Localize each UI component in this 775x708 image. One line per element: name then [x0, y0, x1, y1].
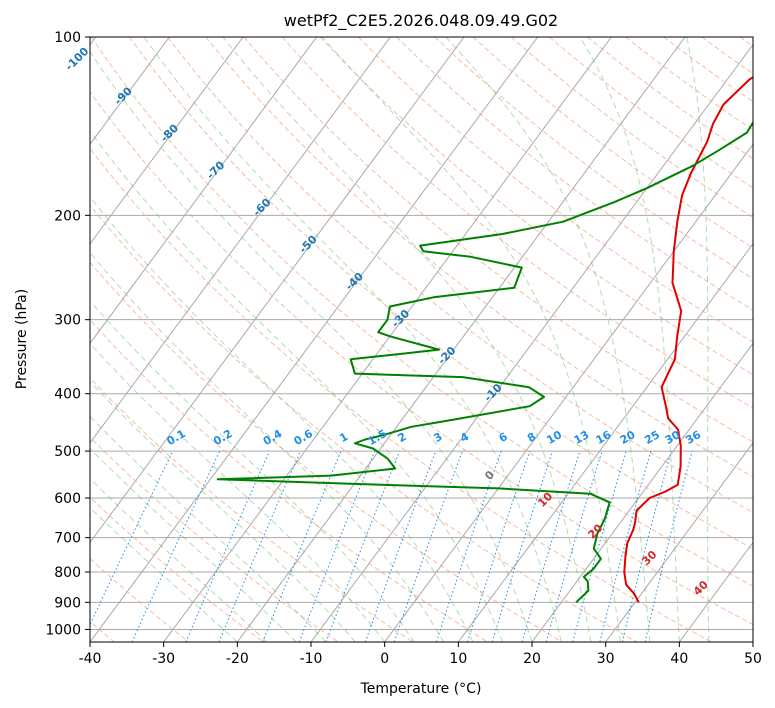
background-lines	[90, 37, 753, 642]
moist-adiabat-line	[321, 37, 621, 642]
dry-adiabat-line	[90, 147, 712, 642]
dry-adiabat-line	[319, 37, 753, 376]
mixing-ratio-line	[644, 450, 693, 642]
y-tick-label: 500	[54, 444, 81, 460]
moist-adiabat-line	[90, 380, 356, 642]
x-tick-label: -30	[152, 651, 175, 667]
dry-adiabat-line	[129, 37, 753, 550]
mixing-ratio-line	[393, 450, 463, 642]
mixing-ratio-line	[572, 450, 627, 642]
isotherm-line	[236, 37, 686, 642]
mixing-ratio-line	[545, 450, 603, 642]
moist-adiabat-line	[90, 50, 533, 642]
isotherm-line	[531, 342, 753, 642]
mixing-ratio-line	[298, 450, 376, 642]
chart-title: wetPf2_C2E5.2026.048.09.49.G02	[284, 11, 558, 31]
isotherm-line	[90, 37, 465, 544]
isotherm-line	[90, 37, 539, 642]
profile-lines	[216, 76, 753, 604]
x-tick-label: 20	[523, 651, 541, 667]
mixing-ratio-line	[435, 450, 502, 642]
dry-adiabat-line	[90, 204, 638, 642]
y-tick-label: 400	[54, 387, 81, 403]
dry-adiabat-line	[90, 436, 339, 642]
moist-adiabat-line	[686, 37, 710, 642]
moist-adiabat-line	[579, 37, 680, 642]
x-tick-label: 10	[449, 651, 467, 667]
moist-adiabat-line	[90, 342, 386, 642]
mixing-ratio-line	[467, 450, 531, 642]
dry-adiabat-line	[90, 37, 753, 587]
plot-frame	[89, 36, 754, 643]
moist-adiabat-line	[90, 251, 445, 642]
dry-adiabat-line	[90, 319, 488, 642]
isotherm-line	[605, 442, 753, 642]
mixing-ratio-line	[325, 450, 401, 642]
moist-adiabat-line	[90, 506, 238, 642]
mixing-ratio-line	[364, 450, 437, 642]
moist-adiabat-line	[90, 478, 268, 642]
y-tick-label: 700	[54, 531, 81, 547]
x-tick-label: 30	[597, 651, 615, 667]
mixing-ratio-line	[185, 450, 271, 642]
moist-adiabat-line	[90, 415, 327, 642]
y-tick-label: 600	[54, 491, 81, 507]
x-tick-label: 50	[744, 651, 762, 667]
y-tick-label: 300	[54, 313, 81, 329]
dry-adiabat-line	[358, 37, 753, 343]
y-tick-label: 200	[54, 208, 81, 224]
moist-adiabat-line	[143, 37, 562, 642]
mixing-ratio-line	[262, 450, 342, 642]
x-axis-title: Temperature (°C)	[360, 681, 482, 697]
isotherm-line	[90, 37, 391, 444]
x-tick-label: -40	[79, 651, 102, 667]
moist-adiabat-line	[90, 130, 503, 642]
moist-adiabat-line	[445, 37, 651, 642]
plot-area	[90, 37, 753, 642]
dry-adiabat-line	[587, 37, 753, 160]
y-tick-label: 1000	[45, 622, 81, 638]
dry-adiabat-line	[243, 37, 753, 443]
dry-adiabat-line	[90, 377, 414, 642]
y-tick-label: 900	[54, 595, 81, 611]
dry-adiabat-line	[90, 90, 753, 626]
x-tick-label: -10	[300, 651, 323, 667]
dry-adiabat-line	[167, 37, 753, 514]
y-tick-label: 800	[54, 565, 81, 581]
moist-adiabat-line	[222, 37, 592, 642]
temperature-profile-line	[623, 76, 753, 603]
y-tick-label: 100	[54, 30, 81, 46]
mixing-ratio-line	[218, 450, 301, 642]
axes: -40 -30 -20 -10 0 10 20 30 40 50 100 200 300 400 500 60…	[45, 30, 762, 667]
x-tick-label: -20	[226, 651, 249, 667]
isotherm-line	[163, 37, 612, 642]
dewpoint-profile-line	[216, 120, 753, 604]
mixing-ratio-line	[491, 450, 553, 642]
moist-adiabat-line	[90, 300, 415, 642]
moist-adiabat-line	[90, 196, 474, 642]
dry-adiabat-line	[281, 37, 753, 409]
dry-adiabat-line	[90, 261, 563, 642]
isotherm-line	[90, 37, 244, 245]
dry-adiabat-line	[434, 37, 753, 280]
dry-adiabat-line	[510, 37, 753, 219]
dry-adiabat-line	[205, 37, 753, 478]
isotherm-line	[384, 143, 753, 642]
isotherm-line	[457, 242, 753, 642]
y-axis-title: Pressure (hPa)	[14, 289, 30, 389]
x-tick-label: 0	[380, 651, 389, 667]
mixing-ratio-line	[599, 450, 652, 642]
isotherm-line	[90, 37, 318, 345]
dry-adiabat-line	[90, 496, 264, 642]
mixing-ratio-line	[521, 450, 581, 642]
x-tick-label: 40	[670, 651, 688, 667]
moist-adiabat-line	[90, 447, 297, 642]
